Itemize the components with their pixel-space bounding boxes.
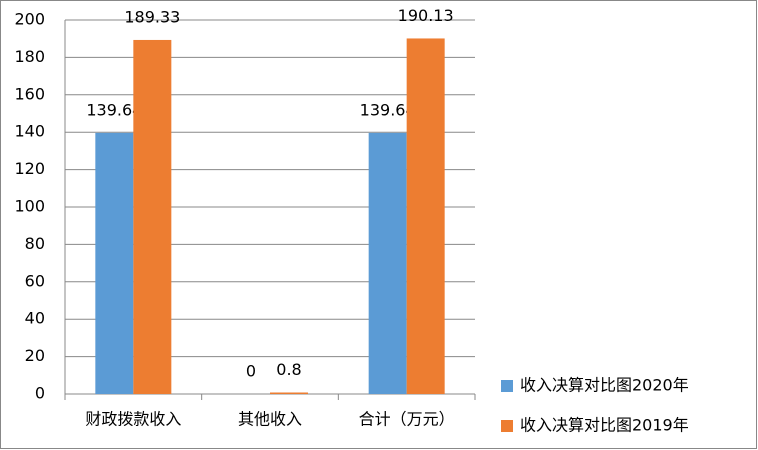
y-tick-label: 40 <box>25 309 45 328</box>
data-label: 139.64 <box>86 100 142 119</box>
data-label: 190.13 <box>398 6 454 25</box>
data-label: 139.64 <box>360 100 416 119</box>
y-tick-label: 100 <box>14 197 45 216</box>
data-label: 189.33 <box>124 7 180 26</box>
data-label: 0 <box>246 362 256 381</box>
y-tick-label: 180 <box>14 47 45 66</box>
y-tick-label: 20 <box>25 346 45 365</box>
bar <box>95 132 134 394</box>
x-tick-label: 财政拨款收入 <box>85 410 181 429</box>
x-tick-label: 合计（万元） <box>359 410 455 429</box>
bar <box>406 38 445 394</box>
y-tick-label: 200 <box>14 10 45 29</box>
y-tick-label: 140 <box>14 122 45 141</box>
y-tick-label: 0 <box>35 384 45 403</box>
legend-label: 收入决算对比图2019年 <box>520 416 689 435</box>
data-label: 0.8 <box>276 360 301 379</box>
legend-label: 收入决算对比图2020年 <box>520 376 689 395</box>
bar <box>133 39 172 394</box>
bar <box>368 132 407 394</box>
y-tick-label: 160 <box>14 84 45 103</box>
bar <box>270 392 308 394</box>
y-tick-label: 80 <box>25 234 45 253</box>
legend-swatch <box>501 380 513 392</box>
y-tick-label: 60 <box>25 271 45 290</box>
x-tick-label: 其他收入 <box>238 410 302 429</box>
legend-swatch <box>501 420 513 432</box>
y-tick-label: 120 <box>14 159 45 178</box>
